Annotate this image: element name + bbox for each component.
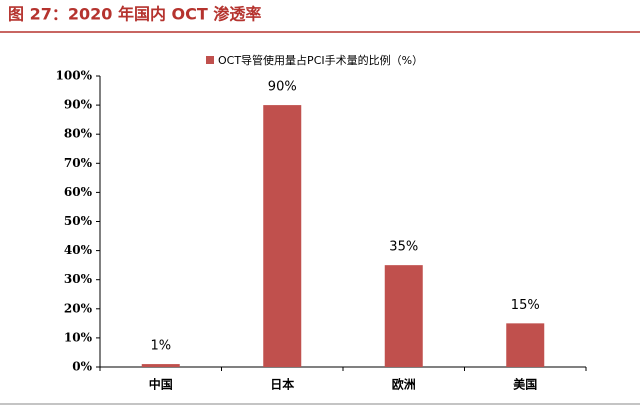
value-label: 1% <box>150 339 171 354</box>
chart-title: 图 27：2020 年国内 OCT 渗透率 <box>8 5 261 24</box>
y-tick-label: 20% <box>64 301 93 315</box>
bar <box>141 364 180 367</box>
y-tick-label: 50% <box>64 214 93 228</box>
y-tick-label: 10% <box>64 330 93 344</box>
value-label: 90% <box>268 80 297 95</box>
y-tick-label: 80% <box>64 127 93 141</box>
x-tick-label: 欧洲 <box>392 377 416 392</box>
y-tick-label: 60% <box>64 185 93 199</box>
x-tick-label: 中国 <box>149 377 173 392</box>
value-label: 35% <box>389 240 418 255</box>
y-tick-label: 40% <box>64 243 93 257</box>
y-tick-label: 30% <box>64 272 93 286</box>
y-tick-label: 0% <box>72 360 92 374</box>
legend-label: OCT导管使用量占PCI手术量的比例（%） <box>218 53 423 67</box>
y-tick-label: 70% <box>64 156 93 170</box>
value-label: 15% <box>511 298 540 313</box>
bar <box>384 265 423 367</box>
legend-swatch <box>206 56 214 64</box>
bar <box>506 323 545 367</box>
bar <box>263 105 302 367</box>
y-tick-label: 90% <box>64 98 93 112</box>
y-tick-label: 100% <box>56 69 93 83</box>
x-tick-label: 日本 <box>270 377 294 392</box>
x-tick-label: 美国 <box>513 377 537 392</box>
